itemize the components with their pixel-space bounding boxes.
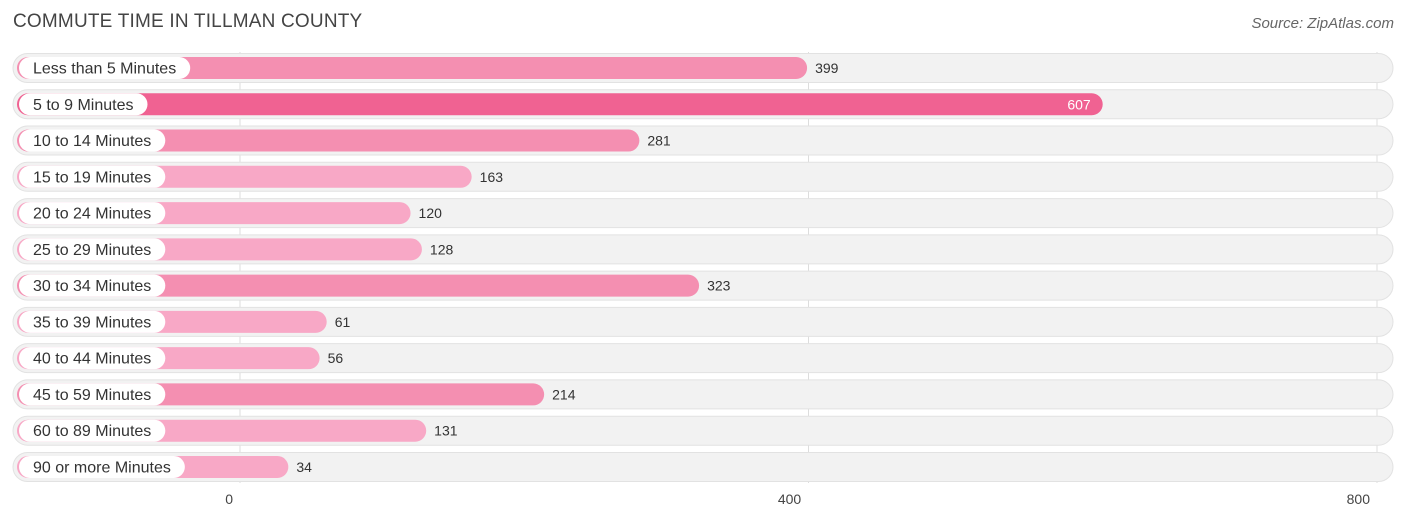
value-label: 34: [296, 459, 312, 475]
category-pill: [19, 455, 185, 478]
value-label: 120: [419, 205, 443, 221]
category-pill: [19, 129, 166, 152]
value-label: 607: [1067, 96, 1091, 112]
bar-row: 90 or more Minutes 34: [12, 451, 1394, 482]
chart-title: COMMUTE TIME IN TILLMAN COUNTY: [13, 11, 363, 32]
category-label: 15 to 19 Minutes: [33, 169, 151, 186]
bar: [17, 129, 640, 152]
category-pill: [19, 57, 191, 79]
category-label: 60 to 89 Minutes: [33, 423, 151, 440]
bar-row: 40 to 44 Minutes 56: [12, 343, 1394, 374]
value-label: 56: [328, 350, 344, 366]
bar-track: [12, 306, 1394, 337]
value-label: 323: [707, 278, 731, 294]
value-label: 131: [434, 423, 458, 439]
category-label: 30 to 34 Minutes: [33, 278, 151, 295]
category-label: 45 to 59 Minutes: [33, 387, 151, 404]
category-label: 5 to 9 Minutes: [33, 97, 134, 114]
bar-row: 60 to 89 Minutes 131: [12, 415, 1394, 446]
bar: [17, 57, 808, 79]
value-label: 163: [480, 169, 504, 185]
value-label: 399: [815, 60, 839, 76]
bar-row: 25 to 29 Minutes 128: [12, 234, 1394, 265]
category-label: 35 to 39 Minutes: [33, 314, 151, 331]
category-pill: [19, 165, 166, 188]
value-label: 214: [552, 386, 576, 402]
category-pill: [19, 93, 148, 116]
category-label: 10 to 14 Minutes: [33, 133, 151, 150]
bar-row: 45 to 59 Minutes 214: [12, 379, 1394, 410]
bar-row: 10 to 14 Minutes 281: [12, 125, 1394, 156]
tick-label: 400: [778, 491, 802, 507]
bar-track: [12, 451, 1394, 482]
category-pill: [19, 202, 166, 225]
bar-row: 5 to 9 Minutes 607: [12, 89, 1394, 120]
bar: [17, 274, 700, 297]
bar-row: 35 to 39 Minutes 61: [12, 306, 1394, 337]
bar-row: Less than 5 Minutes 399: [12, 53, 1394, 83]
value-label: 61: [335, 314, 351, 330]
category-label: 90 or more Minutes: [33, 459, 171, 476]
category-pill: [19, 347, 166, 370]
tick-label: 0: [225, 491, 233, 507]
category-label: Less than 5 Minutes: [33, 61, 176, 78]
bar: [17, 93, 1103, 116]
chart-source: Source: ZipAtlas.com: [1251, 15, 1394, 32]
bar-row: 15 to 19 Minutes 163: [12, 161, 1394, 192]
category-pill: [19, 238, 166, 261]
category-pill: [19, 310, 166, 333]
bar-row: 30 to 34 Minutes 323: [12, 270, 1394, 301]
bar-track: [12, 343, 1394, 374]
value-label: 281: [647, 133, 671, 149]
value-label: 128: [430, 241, 454, 257]
category-pill: [19, 383, 166, 406]
category-label: 20 to 24 Minutes: [33, 206, 151, 223]
category-pill: [19, 419, 166, 442]
category-pill: [19, 274, 166, 297]
category-label: 40 to 44 Minutes: [33, 351, 151, 368]
category-label: 25 to 29 Minutes: [33, 242, 151, 259]
bar-row: 20 to 24 Minutes 120: [12, 198, 1394, 229]
tick-label: 800: [1347, 491, 1371, 507]
